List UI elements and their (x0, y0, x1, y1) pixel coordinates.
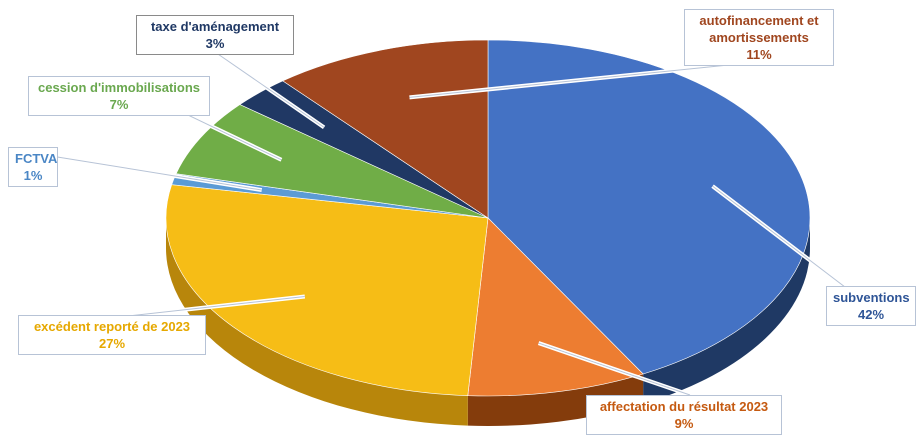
slice-label: affectation du résultat 2023 (599, 399, 769, 414)
slice-label: cession d'immobilisations (37, 80, 201, 95)
callout-taxe: taxe d'aménagement 3% (136, 15, 294, 55)
slice-label: autofinancement et amortissements (699, 13, 819, 45)
leader-line-edge (538, 342, 691, 396)
leader-line-edge (44, 154, 262, 191)
pie-slice (165, 184, 489, 396)
leader-line-edge (109, 296, 305, 319)
slice-label: excédent reporté de 2023 (33, 319, 191, 334)
slice-value: 9% (674, 416, 694, 431)
callout-subventions: subventions 42% (826, 286, 916, 326)
slice-label: subventions (833, 290, 910, 305)
slice-value: 42% (857, 307, 885, 322)
slice-label: taxe d'aménagement (150, 19, 280, 34)
slice-value: 3% (205, 36, 225, 51)
callout-excedent: excédent reporté de 2023 27% (18, 315, 206, 355)
callout-affectation: affectation du résultat 2023 9% (586, 395, 782, 435)
slice-value: 11% (746, 47, 772, 62)
slice-value: 27% (98, 336, 126, 351)
slice-value: 1% (23, 168, 43, 183)
leader-line-edge (409, 61, 759, 98)
leader-line-edge (712, 185, 863, 301)
callout-fctva: FCTVA 1% (8, 147, 58, 187)
pie-slices (165, 39, 811, 397)
pie-slice (282, 39, 489, 219)
slice-label: FCTVA (15, 151, 58, 166)
callout-cession: cession d'immobilisations 7% (28, 76, 210, 116)
callout-leaders (44, 50, 864, 397)
leader-line-edge (214, 51, 325, 128)
pie-slice (175, 104, 489, 219)
slice-value: 7% (109, 97, 129, 112)
pie-slice (487, 39, 811, 375)
callout-autofinancement: autofinancement et amortissements 11% (684, 9, 834, 66)
